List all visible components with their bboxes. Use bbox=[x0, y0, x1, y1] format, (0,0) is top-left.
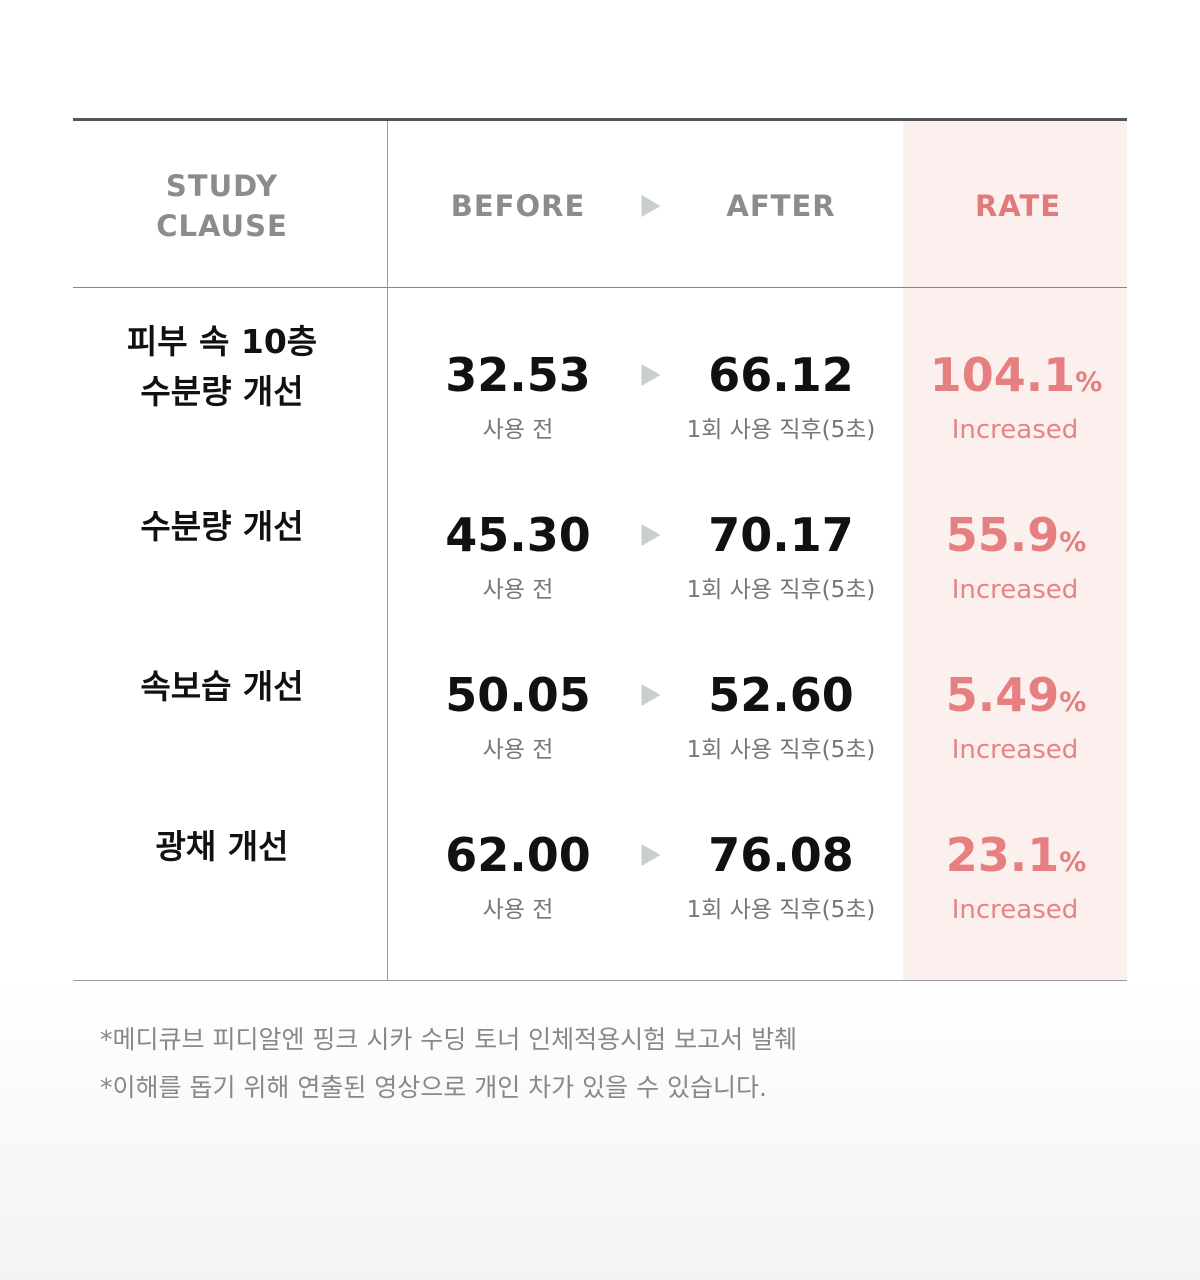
after-note: 1회 사용 직후(5초) bbox=[686, 897, 876, 923]
before-value: 45.30 bbox=[445, 508, 591, 562]
rate-number: 104.1 bbox=[929, 348, 1076, 402]
after-note: 1회 사용 직후(5초) bbox=[686, 737, 876, 763]
arrow bbox=[641, 684, 661, 706]
before-note: 사용 전 bbox=[482, 577, 554, 603]
rate-value: 104.1% bbox=[930, 348, 1103, 402]
arrow bbox=[641, 524, 661, 546]
before-value: 50.05 bbox=[445, 668, 591, 722]
before-header: BEFORE bbox=[450, 189, 586, 223]
arrow bbox=[641, 195, 661, 217]
footnote: *메디큐브 피디알엔 핑크 시카 수딩 토너 인체적용시험 보고서 발췌 bbox=[100, 1025, 798, 1054]
rate-value: 5.49% bbox=[946, 668, 1087, 722]
column-divider bbox=[387, 121, 388, 980]
arrow bbox=[641, 364, 661, 386]
rate-unit: % bbox=[1059, 847, 1087, 878]
rate-note: Increased bbox=[951, 735, 1079, 765]
header-divider bbox=[73, 287, 1127, 288]
header-line: STUDY bbox=[165, 169, 279, 203]
before-value: 32.53 bbox=[445, 348, 591, 402]
after-value: 66.12 bbox=[708, 348, 854, 402]
rate-number: 5.49 bbox=[945, 668, 1060, 722]
rate-note: Increased bbox=[951, 575, 1079, 605]
footnote: *이해를 돕기 위해 연출된 영상으로 개인 차가 있을 수 있습니다. bbox=[100, 1073, 767, 1102]
study-clause-header: STUDY CLAUSE bbox=[156, 166, 288, 246]
rate-value: 55.9% bbox=[946, 508, 1087, 562]
rate-unit: % bbox=[1059, 687, 1087, 718]
after-note: 1회 사용 직후(5초) bbox=[686, 577, 876, 603]
bottom-border bbox=[73, 980, 1127, 981]
rate-note: Increased bbox=[951, 415, 1079, 445]
rate-number: 23.1 bbox=[945, 828, 1060, 882]
header-line: CLAUSE bbox=[156, 209, 288, 243]
before-note: 사용 전 bbox=[482, 897, 554, 923]
rate-column-bg bbox=[903, 120, 1127, 980]
rate-unit: % bbox=[1075, 367, 1103, 398]
after-value: 76.08 bbox=[708, 828, 854, 882]
top-border bbox=[73, 118, 1127, 121]
after-value: 70.17 bbox=[708, 508, 854, 562]
rate-value: 23.1% bbox=[946, 828, 1087, 882]
row-label: 수분량 개선 bbox=[140, 507, 304, 546]
after-header: AFTER bbox=[726, 189, 836, 223]
rate-note: Increased bbox=[951, 895, 1079, 925]
before-note: 사용 전 bbox=[482, 737, 554, 763]
row-label: 속보습 개선 bbox=[140, 667, 304, 706]
row-label: 피부 속 10층 수분량 개선 bbox=[126, 322, 318, 411]
after-value: 52.60 bbox=[708, 668, 854, 722]
after-note: 1회 사용 직후(5초) bbox=[686, 417, 876, 443]
row-label: 광채 개선 bbox=[155, 827, 289, 866]
before-note: 사용 전 bbox=[482, 417, 554, 443]
rate-number: 55.9 bbox=[945, 508, 1060, 562]
before-value: 62.00 bbox=[445, 828, 591, 882]
rate-unit: % bbox=[1059, 527, 1087, 558]
rate-header: RATE bbox=[974, 189, 1062, 223]
arrow bbox=[641, 844, 661, 866]
